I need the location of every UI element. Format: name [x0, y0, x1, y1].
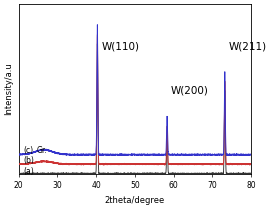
X-axis label: 2theta/degree: 2theta/degree	[105, 196, 165, 205]
Text: (a): (a)	[23, 167, 34, 176]
Text: (b): (b)	[23, 156, 34, 165]
Text: W(200): W(200)	[171, 85, 209, 96]
Y-axis label: Intensity/a.u: Intensity/a.u	[4, 62, 13, 115]
Text: W(110): W(110)	[101, 41, 139, 51]
Text: Gr.: Gr.	[36, 146, 47, 155]
Text: (c): (c)	[23, 146, 34, 155]
Text: W(211): W(211)	[229, 41, 267, 51]
